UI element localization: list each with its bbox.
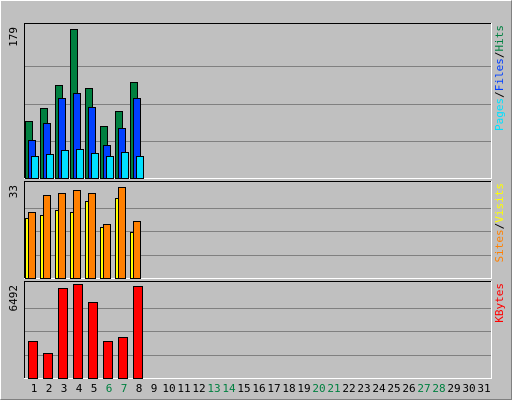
x-tick-label-day-20: 20 — [312, 382, 325, 395]
x-tick-label-day-11: 11 — [177, 382, 190, 395]
x-tick-label-day-30: 30 — [462, 382, 475, 395]
bar-pages-day-8 — [136, 156, 144, 179]
bar-sites-day-3 — [58, 193, 66, 279]
bar-pages-day-5 — [91, 153, 99, 179]
bar-sites-day-1 — [28, 212, 36, 279]
bar-pages-day-6 — [106, 156, 114, 179]
legend-entry: Sites — [493, 229, 506, 262]
x-tick-label-day-16: 16 — [252, 382, 265, 395]
bar-kbytes-day-3 — [58, 288, 68, 379]
panel-2-max-label: 6492 — [7, 285, 20, 312]
legend-entry: KBytes — [493, 283, 506, 323]
x-tick-label-day-26: 26 — [402, 382, 415, 395]
x-tick-label-day-29: 29 — [447, 382, 460, 395]
panel-1-max-label: 33 — [7, 185, 20, 198]
bar-kbytes-day-4 — [73, 284, 83, 379]
x-tick-label-day-3: 3 — [61, 382, 68, 395]
x-tick-label-day-27: 27 — [417, 382, 430, 395]
bar-sites-day-5 — [88, 193, 96, 279]
x-tick-label-day-19: 19 — [297, 382, 310, 395]
legend-entry: / — [493, 52, 506, 59]
x-tick-label-day-17: 17 — [267, 382, 280, 395]
x-tick-label-day-4: 4 — [76, 382, 83, 395]
x-tick-label-day-9: 9 — [151, 382, 158, 395]
legend-entry: Visits — [493, 183, 506, 223]
bar-kbytes-day-5 — [88, 302, 98, 379]
x-tick-label-day-18: 18 — [282, 382, 295, 395]
x-tick-label-day-10: 10 — [162, 382, 175, 395]
x-tick-label-day-6: 6 — [106, 382, 113, 395]
panel-2-border-light — [24, 281, 492, 379]
x-tick-label-day-8: 8 — [136, 382, 143, 395]
panel-2-legend: KBytes — [493, 283, 506, 323]
x-tick-label-day-22: 22 — [342, 382, 355, 395]
x-tick-label-day-5: 5 — [91, 382, 98, 395]
panel-0-max-label: 179 — [7, 27, 20, 47]
x-tick-label-day-14: 14 — [222, 382, 236, 395]
bar-kbytes-day-7 — [118, 337, 128, 379]
panel-0-border-dark — [24, 23, 491, 178]
bar-kbytes-day-2 — [43, 353, 53, 379]
bar-sites-day-6 — [103, 224, 111, 279]
legend-entry: Hits — [493, 25, 506, 52]
x-tick-label-day-13: 13 — [207, 382, 220, 395]
panel-2-plot-area — [24, 281, 491, 378]
bar-kbytes-day-1 — [28, 341, 38, 379]
x-tick-label-day-2: 2 — [46, 382, 53, 395]
panel-1-border-light — [24, 181, 492, 279]
x-tick-label-day-23: 23 — [357, 382, 370, 395]
bar-kbytes-day-6 — [103, 341, 113, 379]
bar-sites-day-4 — [73, 190, 81, 279]
bar-sites-day-2 — [43, 195, 51, 279]
x-tick-label-day-28: 28 — [432, 382, 445, 395]
x-tick-label-day-1: 1 — [31, 382, 38, 395]
panel-2-border-dark — [24, 281, 491, 378]
x-tick-label-day-15: 15 — [237, 382, 250, 395]
bar-kbytes-day-8 — [133, 286, 143, 379]
x-tick-label-day-31: 31 — [477, 382, 490, 395]
x-tick-label-day-12: 12 — [192, 382, 205, 395]
bar-pages-day-3 — [61, 150, 69, 179]
legend-entry: Pages — [493, 98, 506, 131]
panel-1-border-dark — [24, 181, 491, 278]
x-tick-label-day-7: 7 — [121, 382, 128, 395]
bar-pages-day-4 — [76, 149, 84, 179]
panel-0-legend: Pages/Files/Hits — [493, 25, 506, 131]
x-tick-label-day-25: 25 — [387, 382, 400, 395]
bar-pages-day-2 — [46, 154, 54, 179]
bar-sites-day-8 — [133, 221, 141, 279]
legend-entry: / — [493, 223, 506, 230]
x-tick-label-day-21: 21 — [327, 382, 340, 395]
panel-1-legend: Sites/Visits — [493, 183, 506, 263]
legend-entry: / — [493, 91, 506, 98]
panel-0-border-light — [24, 23, 492, 179]
legend-entry: Files — [493, 58, 506, 91]
bar-pages-day-7 — [121, 152, 129, 179]
bar-pages-day-1 — [31, 156, 39, 179]
x-tick-label-day-24: 24 — [372, 382, 386, 395]
bar-sites-day-7 — [118, 187, 126, 279]
